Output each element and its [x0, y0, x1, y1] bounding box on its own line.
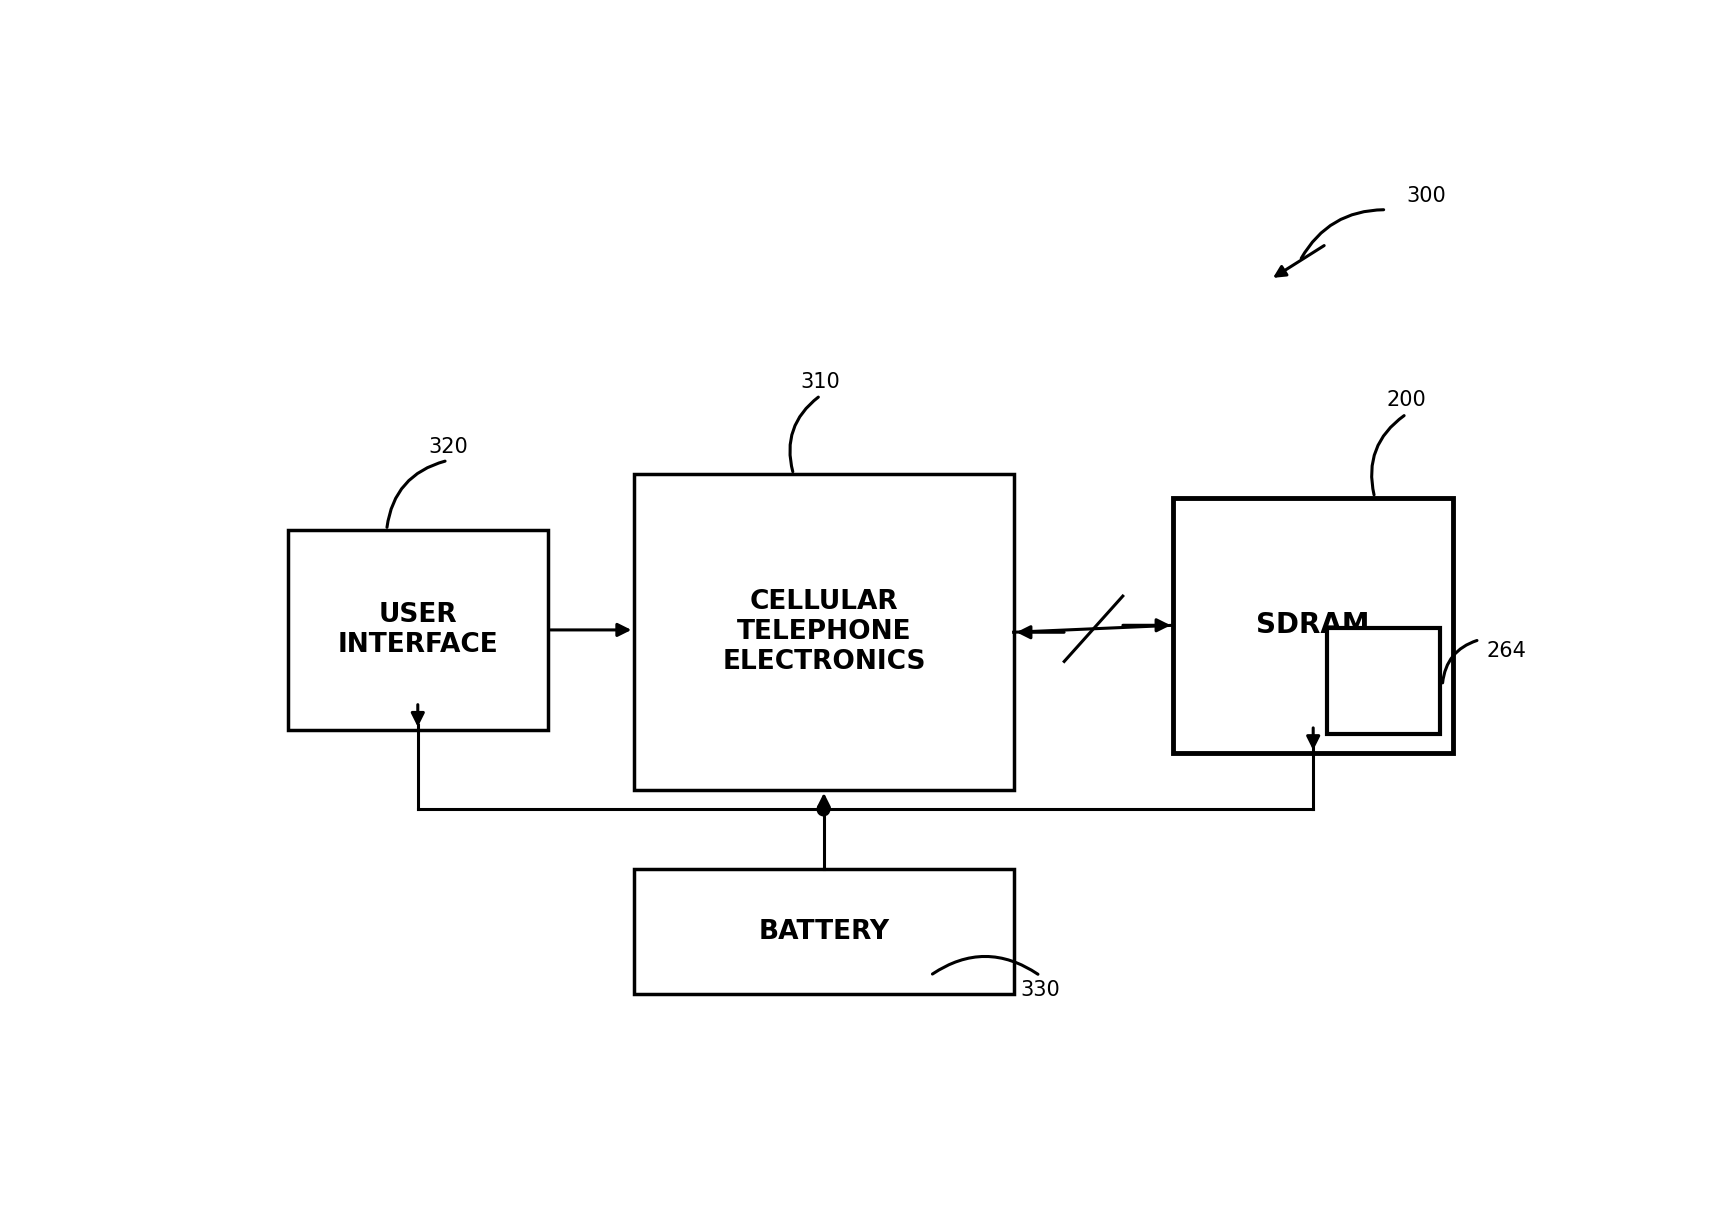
FancyBboxPatch shape — [1173, 498, 1453, 753]
FancyArrowPatch shape — [1371, 416, 1404, 494]
FancyBboxPatch shape — [634, 474, 1014, 790]
Text: BATTERY: BATTERY — [758, 919, 890, 944]
FancyBboxPatch shape — [1326, 627, 1440, 734]
Text: 264: 264 — [1486, 640, 1526, 661]
FancyArrowPatch shape — [387, 461, 445, 527]
Text: CELLULAR
TELEPHONE
ELECTRONICS: CELLULAR TELEPHONE ELECTRONICS — [722, 590, 926, 675]
Text: 310: 310 — [801, 371, 840, 392]
FancyArrowPatch shape — [933, 956, 1038, 974]
FancyArrowPatch shape — [790, 397, 818, 472]
Text: 300: 300 — [1407, 186, 1447, 206]
Text: SDRAM: SDRAM — [1256, 611, 1369, 639]
Text: 200: 200 — [1386, 390, 1426, 410]
FancyBboxPatch shape — [289, 531, 548, 730]
FancyArrowPatch shape — [1301, 210, 1383, 258]
Text: 320: 320 — [428, 437, 467, 457]
Text: 330: 330 — [1020, 979, 1060, 1000]
FancyBboxPatch shape — [634, 870, 1014, 995]
Text: USER
INTERFACE: USER INTERFACE — [337, 602, 498, 658]
FancyArrowPatch shape — [1443, 640, 1477, 683]
